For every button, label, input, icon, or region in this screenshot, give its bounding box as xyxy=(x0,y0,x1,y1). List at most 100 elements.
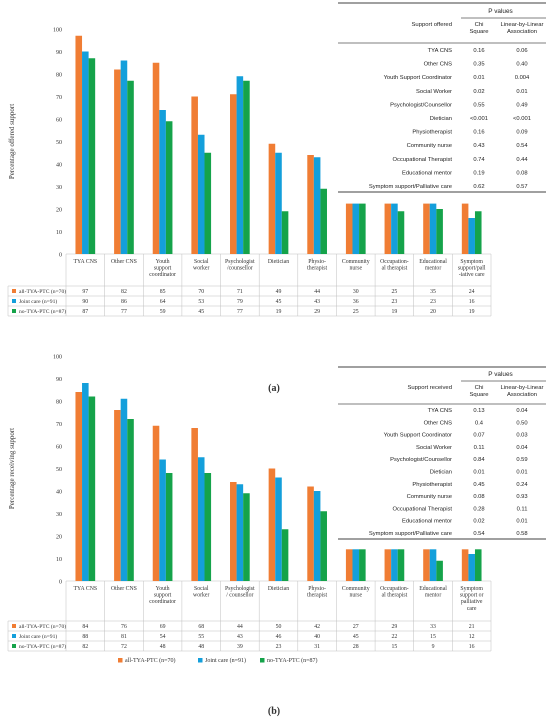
y-tick-label: 0 xyxy=(59,253,62,259)
data-value: 54 xyxy=(160,634,166,640)
pvalue-chi-square: <0.001 xyxy=(470,116,488,122)
y-tick-label: 10 xyxy=(56,557,62,563)
pvalue-linear-assoc: <0.001 xyxy=(513,116,531,122)
bar-1 xyxy=(461,200,469,254)
data-value: 79 xyxy=(237,299,243,305)
category-label: Community nurse xyxy=(342,586,370,599)
pvalue-chi-square: 0.08 xyxy=(473,494,484,500)
panel-a-label: (a) xyxy=(268,383,280,394)
bar-1 xyxy=(268,468,276,581)
bar-1 xyxy=(230,482,237,581)
legend-swatch xyxy=(260,658,265,663)
y-tick-label: 60 xyxy=(56,445,62,451)
bar-1 xyxy=(268,143,276,254)
pvalue-row-label: Social Worker xyxy=(416,89,452,95)
pvalue-table-header: Chi Square xyxy=(470,22,490,35)
data-value: 23 xyxy=(430,299,436,305)
pvalue-row-label: Dietician xyxy=(430,116,452,122)
pvalue-linear-assoc: 0.54 xyxy=(516,143,528,149)
legend-swatch xyxy=(12,289,16,293)
bar-2 xyxy=(313,157,321,254)
category-label: Social worker xyxy=(193,586,209,599)
data-value: 43 xyxy=(314,299,320,305)
data-value: 59 xyxy=(160,309,166,315)
pvalue-linear-assoc: 0.40 xyxy=(516,62,527,68)
pvalue-linear-assoc: 0.58 xyxy=(516,531,527,537)
pvalue-linear-assoc: 0.01 xyxy=(516,89,527,95)
pvalue-chi-square: 0.54 xyxy=(473,531,485,537)
bar-2 xyxy=(197,457,205,581)
y-tick-label: 100 xyxy=(53,355,62,361)
category-label: Physio-therapist xyxy=(307,259,327,272)
bar-1 xyxy=(114,69,121,254)
pvalue-chi-square: 0.84 xyxy=(473,457,485,463)
category-label: Psychologist/counsellor xyxy=(225,259,255,272)
pvalue-row-label: TYA CNS xyxy=(428,408,453,414)
y-tick-label: 20 xyxy=(56,535,62,541)
pvalue-chi-square: 0.02 xyxy=(473,89,484,95)
data-value: 45 xyxy=(353,634,359,640)
data-value: 49 xyxy=(276,289,282,295)
bar-2 xyxy=(429,202,437,254)
bar-2 xyxy=(468,218,475,254)
data-value: 72 xyxy=(121,644,127,650)
series-name: all-TYA-PTC (n=70) xyxy=(19,288,66,295)
y-tick-label: 50 xyxy=(56,467,62,473)
pvalue-chi-square: 0.07 xyxy=(473,433,484,439)
data-value: 48 xyxy=(160,644,166,650)
bar-3 xyxy=(359,197,366,254)
category-label: TYA CNS xyxy=(73,586,97,592)
pvalue-chi-square: 0.16 xyxy=(473,130,484,136)
legend-swatch xyxy=(118,658,123,663)
panel-b-label: (b) xyxy=(268,706,280,717)
data-value: 85 xyxy=(160,289,166,295)
legend-swatch xyxy=(12,624,16,628)
legend-swatch xyxy=(12,644,16,648)
data-value: 39 xyxy=(237,644,243,650)
bar-3 xyxy=(474,545,482,581)
bar-3 xyxy=(243,493,250,581)
pvalue-linear-assoc: 0.49 xyxy=(516,102,527,108)
bar-2 xyxy=(82,383,89,581)
data-value: 46 xyxy=(276,634,282,640)
pvalue-row-label: Community nurse xyxy=(407,494,452,500)
bar-3 xyxy=(320,511,327,581)
pvalue-chi-square: 0.55 xyxy=(473,102,484,108)
data-value: 22 xyxy=(392,634,398,640)
data-value: 12 xyxy=(469,634,475,640)
data-value: 77 xyxy=(237,309,243,315)
data-value: 19 xyxy=(392,309,398,315)
y-tick-label: 80 xyxy=(56,73,62,79)
bar-2 xyxy=(352,173,360,254)
data-value: 29 xyxy=(392,624,398,630)
pvalue-row-label: Physiotherapist xyxy=(412,482,452,488)
bar-3 xyxy=(281,529,289,581)
pvalue-row-label: Other CNS xyxy=(424,420,452,426)
data-value: 77 xyxy=(121,309,127,315)
data-value: 68 xyxy=(198,624,204,630)
data-value: 45 xyxy=(276,299,282,305)
bar-1 xyxy=(191,428,198,581)
series-name: Joint care (n=91) xyxy=(19,298,57,305)
y-tick-label: 20 xyxy=(56,208,62,214)
bar-3 xyxy=(320,188,327,254)
data-value: 48 xyxy=(198,644,204,650)
pvalue-chi-square: 0.13 xyxy=(473,408,484,414)
bar-2 xyxy=(159,459,166,581)
bar-3 xyxy=(397,211,405,254)
bar-1 xyxy=(423,175,430,254)
legend-label: no-TYA-PTC (n=87) xyxy=(267,657,318,664)
data-value: 16 xyxy=(469,299,475,305)
bar-1 xyxy=(307,486,314,581)
bar-3 xyxy=(397,547,405,581)
pvalue-row-label: Other CNS xyxy=(424,62,452,68)
bar-1 xyxy=(152,425,160,581)
y-tick-label: 80 xyxy=(56,400,62,406)
pvalue-row-label: TYA CNS xyxy=(428,48,453,54)
bar-1 xyxy=(461,533,469,581)
data-value: 23 xyxy=(392,299,398,305)
legend-swatch xyxy=(12,634,16,638)
data-value: 42 xyxy=(314,624,320,630)
y-axis-label: Percentage receiving support xyxy=(8,428,16,509)
data-value: 33 xyxy=(430,624,436,630)
